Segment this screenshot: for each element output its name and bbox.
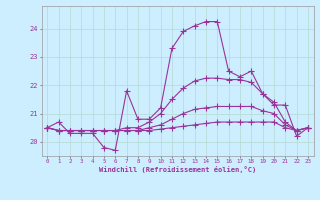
X-axis label: Windchill (Refroidissement éolien,°C): Windchill (Refroidissement éolien,°C) — [99, 166, 256, 173]
